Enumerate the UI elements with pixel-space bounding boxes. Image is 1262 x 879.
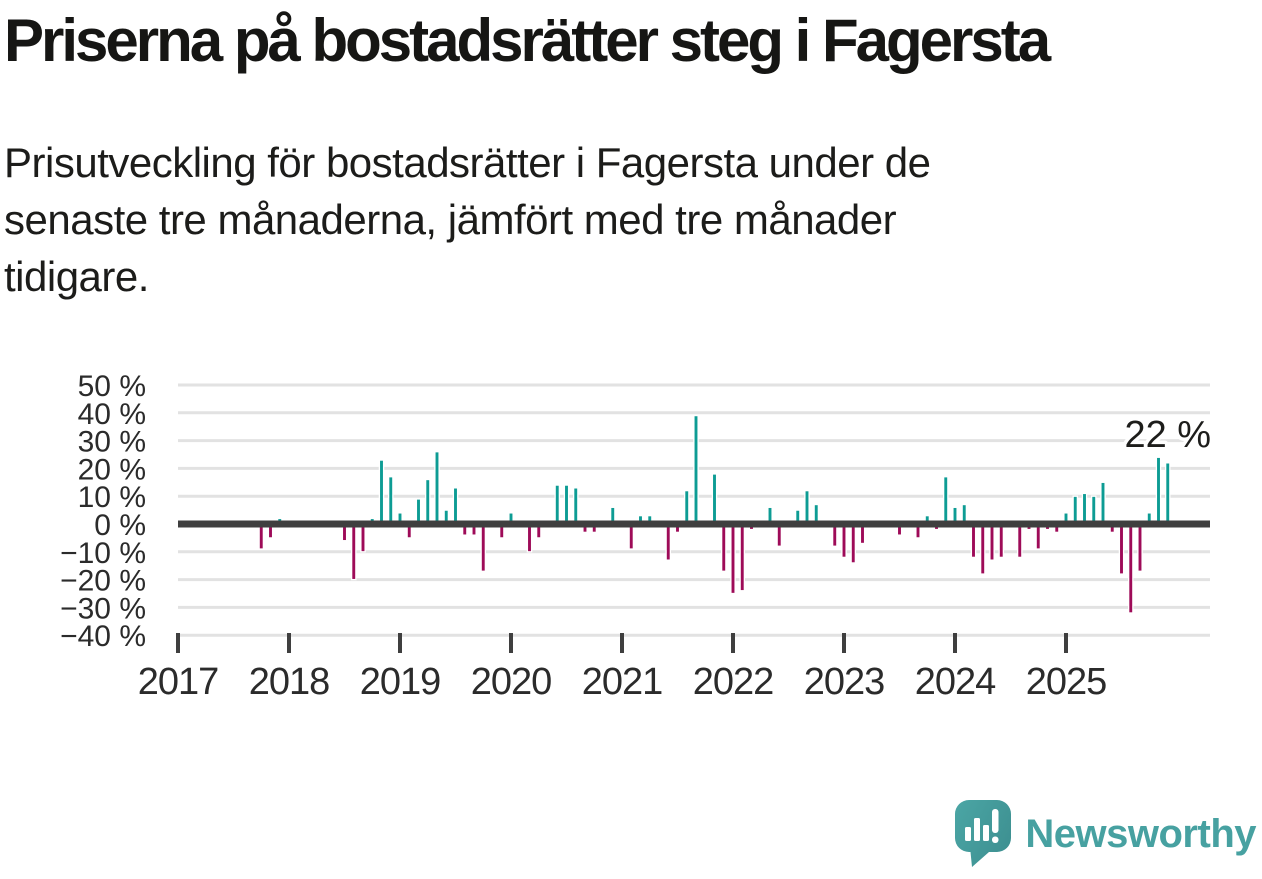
y-axis-label-10: 10 % [78, 481, 146, 514]
y-axis-label-30: 30 % [78, 426, 146, 459]
bar-2021-08 [684, 489, 690, 525]
bar-2021-06 [665, 523, 672, 561]
bar-glyph-2 [974, 818, 981, 841]
bar-2019-04 [424, 478, 431, 525]
x-axis-label-2024: 2024 [915, 661, 996, 703]
bar-2018-09 [360, 523, 366, 553]
bar-2019-10 [480, 523, 486, 572]
newsworthy-logo: Newsworthy [955, 800, 1256, 868]
y-axis-label-50: 50 % [78, 370, 146, 403]
bar-2023-12 [943, 476, 949, 525]
subtitle-line-2: senaste tre månaderna, jämfört med tre m… [4, 196, 897, 243]
bar-glyph-3 [983, 825, 990, 841]
y-axis-label-40: 40 % [78, 398, 146, 431]
bar-2025-05 [1100, 481, 1106, 525]
bar-2025-03 [1081, 492, 1088, 525]
bar-2025-09 [1137, 523, 1143, 572]
bar-2020-06 [554, 484, 561, 525]
bar-2019-05 [434, 451, 440, 525]
newsworthy-wordmark: Newsworthy [1025, 811, 1256, 856]
bar-2024-03 [970, 523, 977, 559]
bar-2025-08 [1128, 523, 1134, 614]
bar-glyph-1 [965, 827, 972, 841]
bar-2023-02 [850, 523, 857, 564]
y-axis-label--40: −40 % [60, 620, 146, 653]
y-axis-label--10: −10 % [60, 537, 146, 570]
bar-2017-10 [258, 523, 264, 550]
x-axis-label-2019: 2019 [360, 661, 441, 703]
bar-2022-02 [739, 523, 746, 592]
bar-2022-01 [730, 523, 736, 595]
page-title: Priserna på bostadsrätter steg i Fagerst… [4, 7, 1051, 74]
bar-2021-02 [628, 523, 635, 550]
exclamation-dot [992, 836, 999, 843]
newsworthy-bubble-chart-icon [955, 800, 1012, 867]
x-axis-label-2021: 2021 [582, 661, 663, 703]
bar-2024-06 [998, 523, 1005, 559]
x-axis-label-2022: 2022 [693, 661, 774, 703]
chart-subtitle: Prisutveckling för bostadsrätter i Fager… [4, 134, 931, 305]
bar-2021-12 [721, 523, 727, 572]
bar-2018-11 [378, 459, 385, 525]
bar-2020-07 [563, 484, 570, 525]
y-axis-label-20: 20 % [78, 453, 146, 486]
subtitle-line-3: tidigare. [4, 253, 149, 300]
bar-2019-03 [415, 498, 422, 525]
x-axis-label-2023: 2023 [804, 661, 885, 703]
bar-2023-01 [841, 523, 847, 559]
bar-2025-12 [1165, 462, 1171, 525]
bar-2018-08 [350, 523, 357, 581]
x-axis-label-2020: 2020 [471, 661, 552, 703]
bar-2024-08 [1017, 523, 1023, 559]
bar-2025-02 [1072, 495, 1079, 525]
x-axis-label-2017: 2017 [138, 661, 219, 703]
bar-2024-04 [980, 523, 986, 575]
bar-2025-11 [1155, 456, 1162, 525]
bar-2020-08 [573, 487, 579, 525]
exclamation-stem [992, 809, 999, 833]
bar-2025-04 [1091, 495, 1097, 525]
x-axis-label-2025: 2025 [1026, 661, 1107, 703]
y-axis-label--30: −30 % [60, 592, 146, 625]
bar-2024-05 [989, 523, 995, 561]
bar-2022-09 [804, 489, 810, 525]
x-axis-label-2018: 2018 [249, 661, 330, 703]
annotation-latest-value: 22 % [1124, 414, 1211, 456]
y-axis-label--20: −20 % [60, 565, 146, 598]
subtitle-line-1: Prisutveckling för bostadsrätter i Fager… [4, 139, 931, 186]
bar-2021-11 [711, 473, 718, 525]
y-axis-label-0: 0 % [94, 509, 146, 542]
bar-2020-03 [526, 523, 533, 553]
bar-2024-10 [1035, 523, 1042, 550]
bar-2018-12 [387, 476, 394, 525]
bar-2025-07 [1118, 523, 1125, 575]
bar-2019-07 [452, 487, 459, 525]
bar-2021-09 [693, 414, 699, 525]
